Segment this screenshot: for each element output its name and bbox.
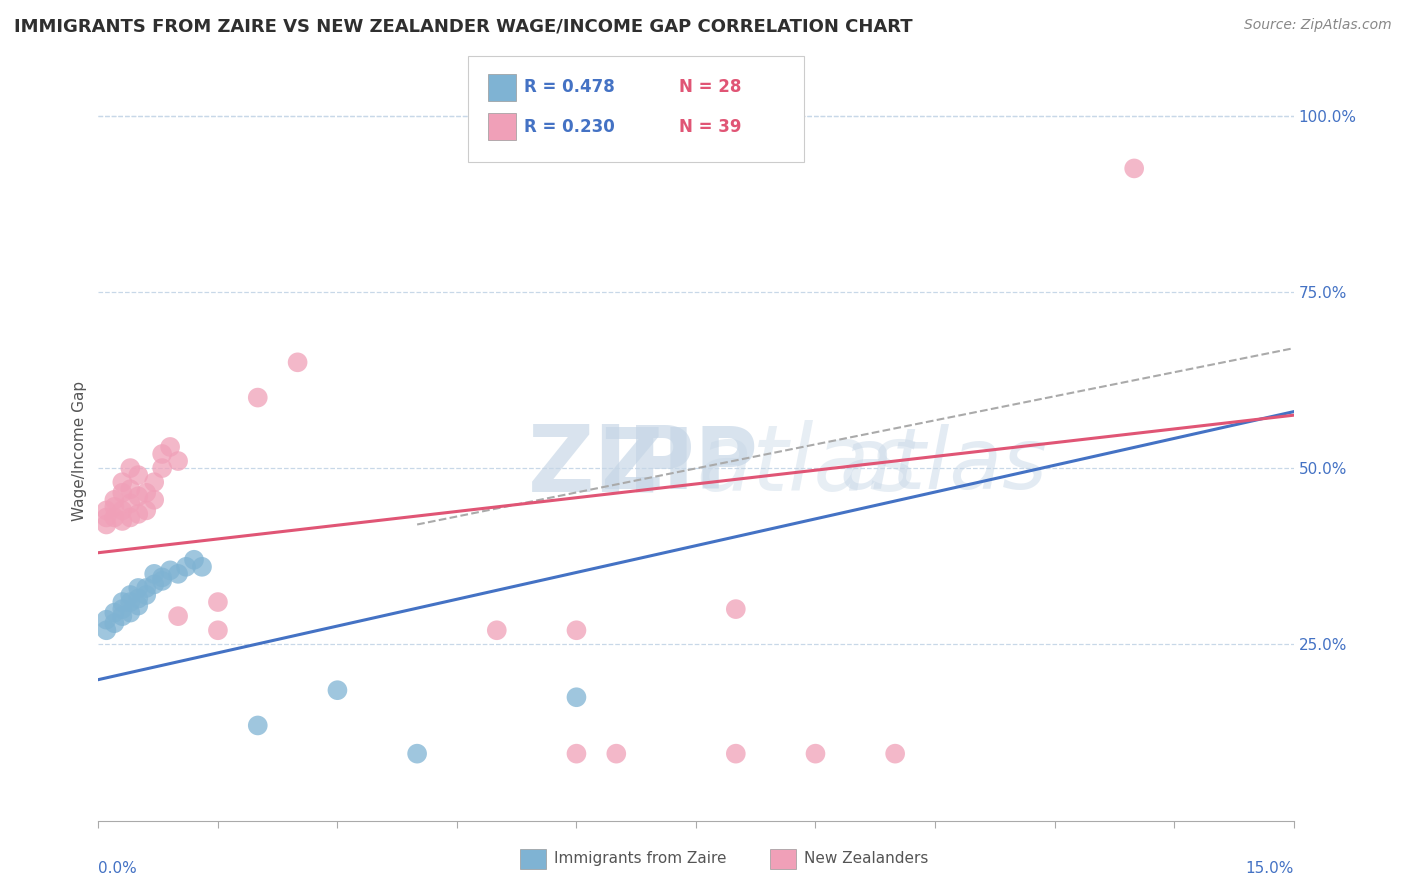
Point: [111, 602, 134, 616]
Text: ZIP: ZIP: [600, 424, 758, 507]
Point: [96, 517, 118, 532]
Point: [167, 454, 190, 468]
Point: [127, 599, 149, 613]
Point: [167, 609, 190, 624]
Text: N = 28: N = 28: [679, 78, 741, 96]
Point: [183, 553, 205, 567]
Point: [120, 461, 142, 475]
Point: [485, 624, 508, 638]
Point: [143, 475, 166, 490]
Point: [884, 747, 907, 761]
Text: New Zealanders: New Zealanders: [804, 851, 928, 865]
Point: [103, 500, 125, 514]
Point: [150, 461, 173, 475]
Point: [804, 747, 827, 761]
Point: [120, 595, 142, 609]
Point: [159, 563, 181, 577]
Point: [120, 588, 142, 602]
Point: [246, 718, 269, 732]
Point: [174, 559, 197, 574]
Text: atlas: atlas: [839, 424, 1047, 507]
Point: [565, 690, 588, 705]
Point: [96, 624, 118, 638]
Point: [724, 747, 747, 761]
Text: R = 0.478: R = 0.478: [524, 78, 616, 96]
Point: [120, 510, 142, 524]
Point: [111, 503, 134, 517]
Point: [207, 595, 229, 609]
Point: [103, 492, 125, 507]
Point: [103, 616, 125, 631]
Point: [406, 747, 429, 761]
Point: [150, 570, 173, 584]
Point: [96, 510, 118, 524]
Point: [287, 355, 309, 369]
Point: [159, 440, 181, 454]
Point: [111, 475, 134, 490]
Point: [135, 503, 157, 517]
Point: [103, 606, 125, 620]
Point: [167, 566, 190, 581]
Point: [120, 496, 142, 510]
Point: [143, 566, 166, 581]
Point: [565, 624, 588, 638]
Text: 0.0%: 0.0%: [98, 862, 138, 876]
Point: [127, 468, 149, 483]
Point: [135, 581, 157, 595]
Point: [96, 503, 118, 517]
Point: [103, 510, 125, 524]
Point: [143, 492, 166, 507]
Point: [326, 683, 349, 698]
Point: [1123, 161, 1146, 176]
Point: [565, 747, 588, 761]
Text: Immigrants from Zaire: Immigrants from Zaire: [554, 851, 727, 865]
Point: [127, 507, 149, 521]
Point: [127, 581, 149, 595]
Point: [111, 485, 134, 500]
Point: [120, 482, 142, 496]
Point: [135, 588, 157, 602]
Point: [111, 609, 134, 624]
Point: [150, 447, 173, 461]
Point: [724, 602, 747, 616]
Point: [207, 624, 229, 638]
Y-axis label: Wage/Income Gap: Wage/Income Gap: [72, 380, 87, 521]
Point: [246, 391, 269, 405]
Point: [605, 747, 627, 761]
Text: IMMIGRANTS FROM ZAIRE VS NEW ZEALANDER WAGE/INCOME GAP CORRELATION CHART: IMMIGRANTS FROM ZAIRE VS NEW ZEALANDER W…: [14, 18, 912, 36]
Point: [120, 606, 142, 620]
Text: N = 39: N = 39: [679, 118, 741, 136]
Point: [150, 574, 173, 588]
Point: [111, 514, 134, 528]
Text: R = 0.230: R = 0.230: [524, 118, 616, 136]
Point: [191, 559, 214, 574]
Text: ZIP: ZIP: [529, 420, 696, 510]
Point: [111, 595, 134, 609]
Point: [135, 485, 157, 500]
Point: [127, 591, 149, 606]
Point: [143, 577, 166, 591]
Text: Source: ZipAtlas.com: Source: ZipAtlas.com: [1244, 18, 1392, 32]
Text: atlas: atlas: [696, 420, 917, 510]
Point: [96, 613, 118, 627]
Text: 15.0%: 15.0%: [1246, 862, 1294, 876]
Point: [127, 489, 149, 503]
